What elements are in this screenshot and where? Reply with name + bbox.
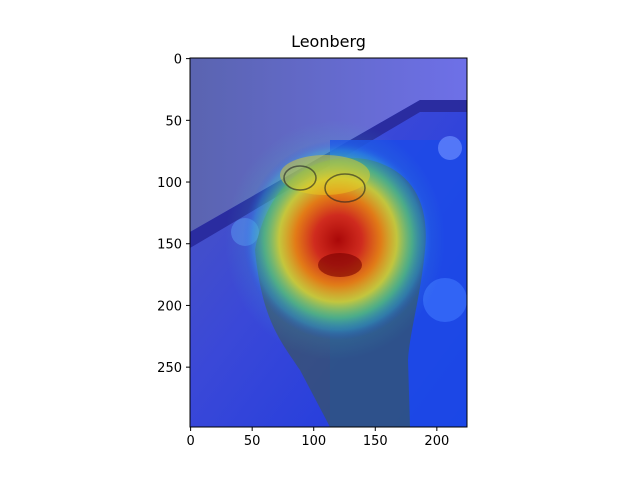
axis-ticks: 0 50 100 150 200 0 50 100 150 200 250 [157, 53, 449, 449]
y-tick-label: 0 [174, 53, 182, 68]
y-tick-label: 100 [157, 176, 182, 191]
y-tick-label: 50 [165, 114, 182, 129]
x-tick-label: 100 [301, 434, 326, 449]
heatmap-image [190, 58, 467, 427]
x-tick-label: 50 [244, 434, 261, 449]
y-tick-label: 150 [157, 238, 182, 253]
chart-title: Leonberg [291, 32, 366, 51]
x-tick-label: 150 [363, 434, 388, 449]
y-tick-label: 250 [157, 361, 182, 376]
x-tick-label: 200 [424, 434, 449, 449]
axes-frame [189, 57, 468, 428]
x-tick-label: 0 [186, 434, 194, 449]
y-tick-label: 200 [157, 299, 182, 314]
